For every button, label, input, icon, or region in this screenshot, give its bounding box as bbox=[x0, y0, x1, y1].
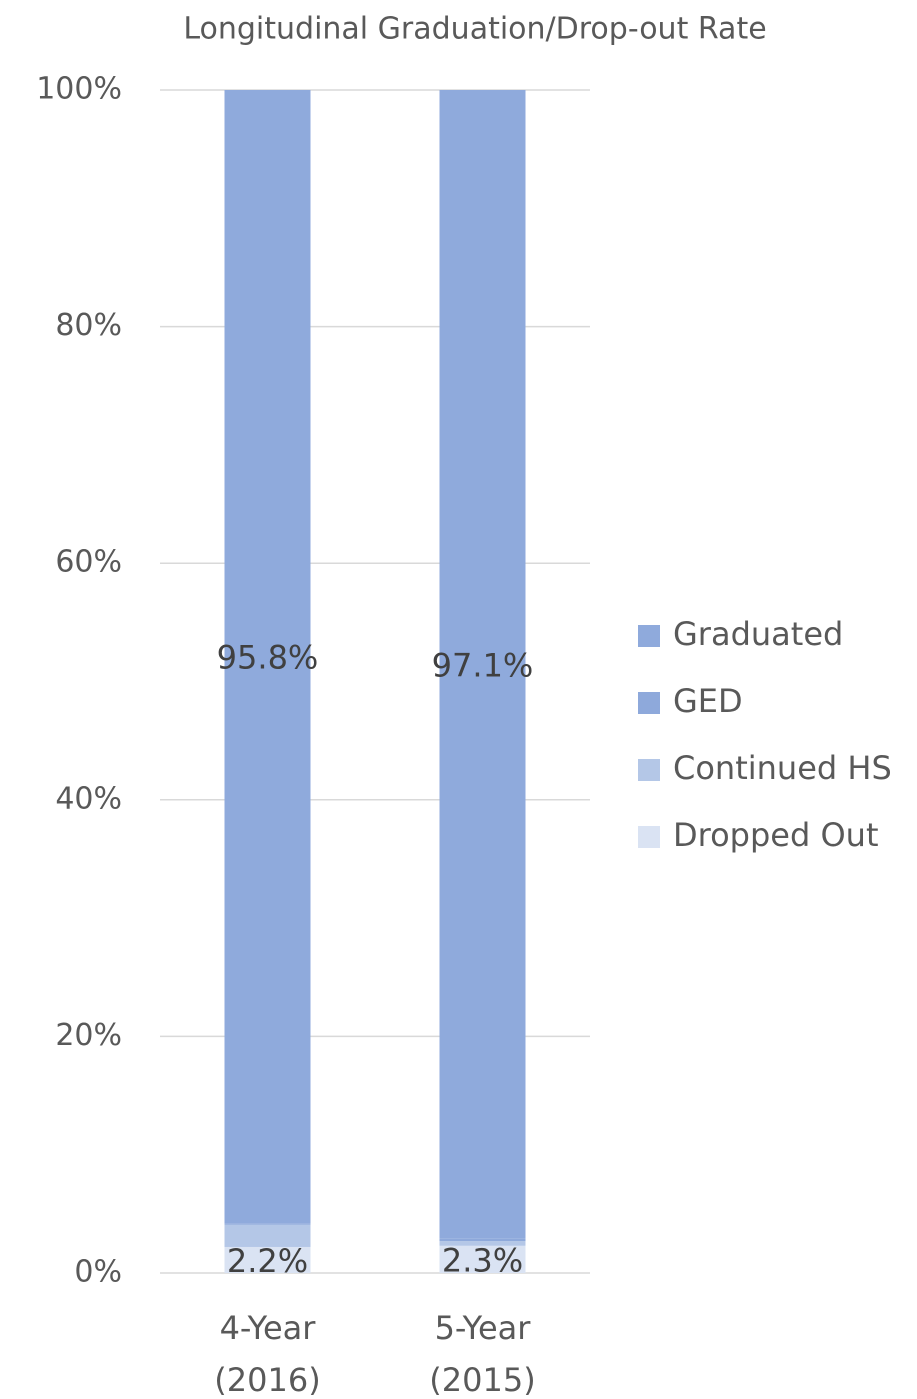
legend-label: Dropped Out bbox=[673, 816, 878, 854]
bar-segment bbox=[224, 1223, 311, 1225]
bar-segment bbox=[224, 1246, 311, 1273]
legend-swatch bbox=[638, 826, 660, 848]
y-tick-label: 100% bbox=[36, 72, 122, 107]
data-label: 97.1% bbox=[432, 646, 534, 684]
bar-segment bbox=[439, 90, 526, 1239]
data-label: 2.3% bbox=[442, 1241, 523, 1279]
y-tick-label: 40% bbox=[55, 781, 122, 816]
x-tick-label: 5-Year (2015) bbox=[429, 1309, 535, 1399]
bar-segment bbox=[224, 1224, 311, 1247]
y-tick-label: 0% bbox=[74, 1255, 122, 1290]
y-tick-label: 60% bbox=[55, 545, 122, 580]
data-label: 2.2% bbox=[227, 1242, 308, 1280]
legend-swatch bbox=[638, 625, 660, 647]
legend-label: Continued HS bbox=[673, 749, 892, 787]
x-tick-label: 4-Year (2016) bbox=[214, 1309, 320, 1399]
bar-segment bbox=[439, 1238, 526, 1242]
data-label: 95.8% bbox=[217, 639, 319, 677]
bar-segment bbox=[439, 1245, 526, 1273]
y-tick-label: 20% bbox=[55, 1018, 122, 1053]
legend-swatch bbox=[638, 692, 660, 714]
bar-segment bbox=[439, 1241, 526, 1246]
legend-label: GED bbox=[673, 682, 743, 720]
y-tick-label: 80% bbox=[55, 308, 122, 343]
legend-label: Graduated bbox=[673, 615, 843, 653]
legend-swatch bbox=[638, 759, 660, 781]
bar-segment bbox=[224, 90, 311, 1224]
chart-title: Longitudinal Graduation/Drop-out Rate bbox=[183, 12, 766, 47]
